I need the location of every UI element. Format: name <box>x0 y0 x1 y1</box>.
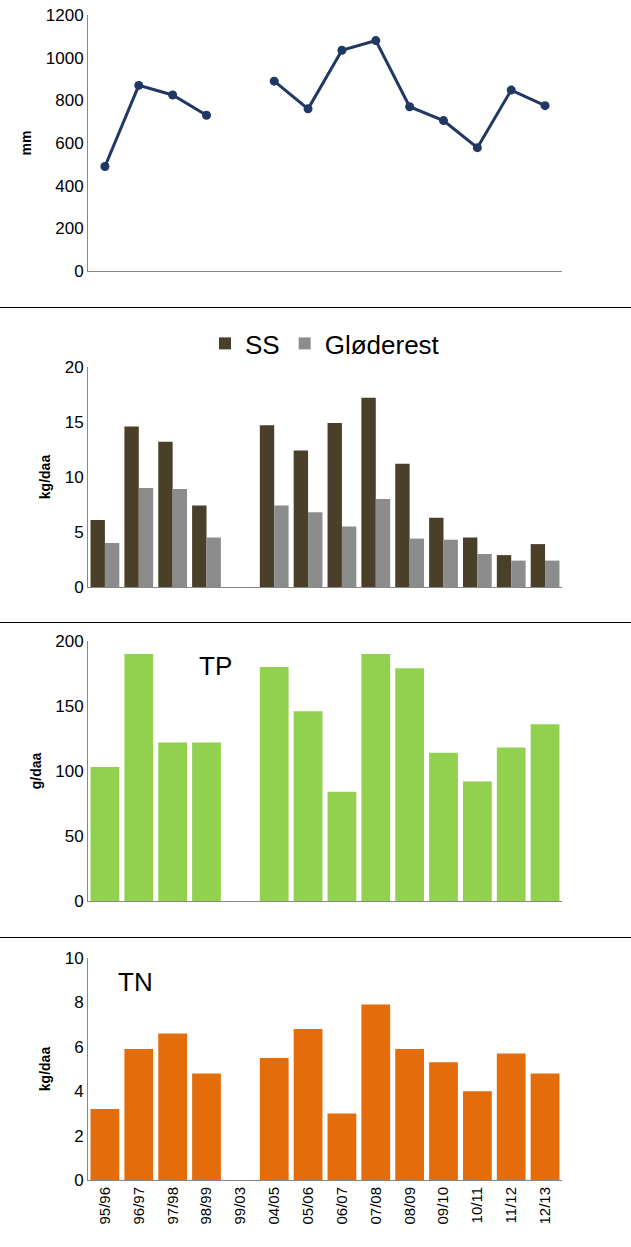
svg-text:08/09: 08/09 <box>401 1187 418 1225</box>
svg-text:95/96: 95/96 <box>96 1187 113 1225</box>
svg-text:kg/daa: kg/daa <box>37 455 53 500</box>
svg-text:0: 0 <box>74 892 83 911</box>
svg-text:100: 100 <box>55 762 83 781</box>
svg-text:50: 50 <box>65 827 84 846</box>
svg-text:15: 15 <box>65 413 84 432</box>
svg-text:200: 200 <box>55 219 83 238</box>
svg-text:1200: 1200 <box>46 6 84 25</box>
svg-text:4: 4 <box>74 1082 83 1101</box>
svg-text:97/98: 97/98 <box>164 1187 181 1225</box>
svg-text:99/03: 99/03 <box>231 1187 248 1225</box>
svg-text:800: 800 <box>55 91 83 110</box>
svg-text:TP: TP <box>199 651 232 681</box>
svg-text:8: 8 <box>74 993 83 1012</box>
svg-text:12/13: 12/13 <box>536 1187 553 1225</box>
svg-text:400: 400 <box>55 177 83 196</box>
svg-text:TN: TN <box>118 967 153 997</box>
svg-text:600: 600 <box>55 134 83 153</box>
svg-text:10: 10 <box>65 468 84 487</box>
svg-text:0: 0 <box>74 578 83 597</box>
svg-text:96/97: 96/97 <box>130 1187 147 1225</box>
svg-text:1000: 1000 <box>46 49 84 68</box>
svg-text:98/99: 98/99 <box>197 1187 214 1225</box>
svg-text:0: 0 <box>74 262 83 281</box>
svg-text:200: 200 <box>55 632 83 651</box>
svg-text:kg/daa: kg/daa <box>37 1047 53 1092</box>
svg-text:11/12: 11/12 <box>502 1187 519 1223</box>
svg-text:g/daa: g/daa <box>28 753 44 790</box>
svg-text:5: 5 <box>74 523 83 542</box>
svg-text:Gløderest: Gløderest <box>325 330 440 360</box>
svg-text:05/06: 05/06 <box>299 1187 316 1225</box>
svg-text:6: 6 <box>74 1038 83 1057</box>
svg-text:2: 2 <box>74 1127 83 1146</box>
svg-text:10/11: 10/11 <box>468 1187 485 1223</box>
svg-text:mm: mm <box>18 131 34 156</box>
svg-text:04/05: 04/05 <box>265 1187 282 1225</box>
svg-text:150: 150 <box>55 697 83 716</box>
svg-text:07/08: 07/08 <box>367 1187 384 1225</box>
svg-text:06/07: 06/07 <box>333 1187 350 1225</box>
svg-text:SS: SS <box>245 330 280 360</box>
svg-text:0: 0 <box>74 1171 83 1190</box>
svg-text:09/10: 09/10 <box>434 1187 451 1225</box>
svg-text:10: 10 <box>65 949 84 968</box>
svg-text:20: 20 <box>65 358 84 377</box>
